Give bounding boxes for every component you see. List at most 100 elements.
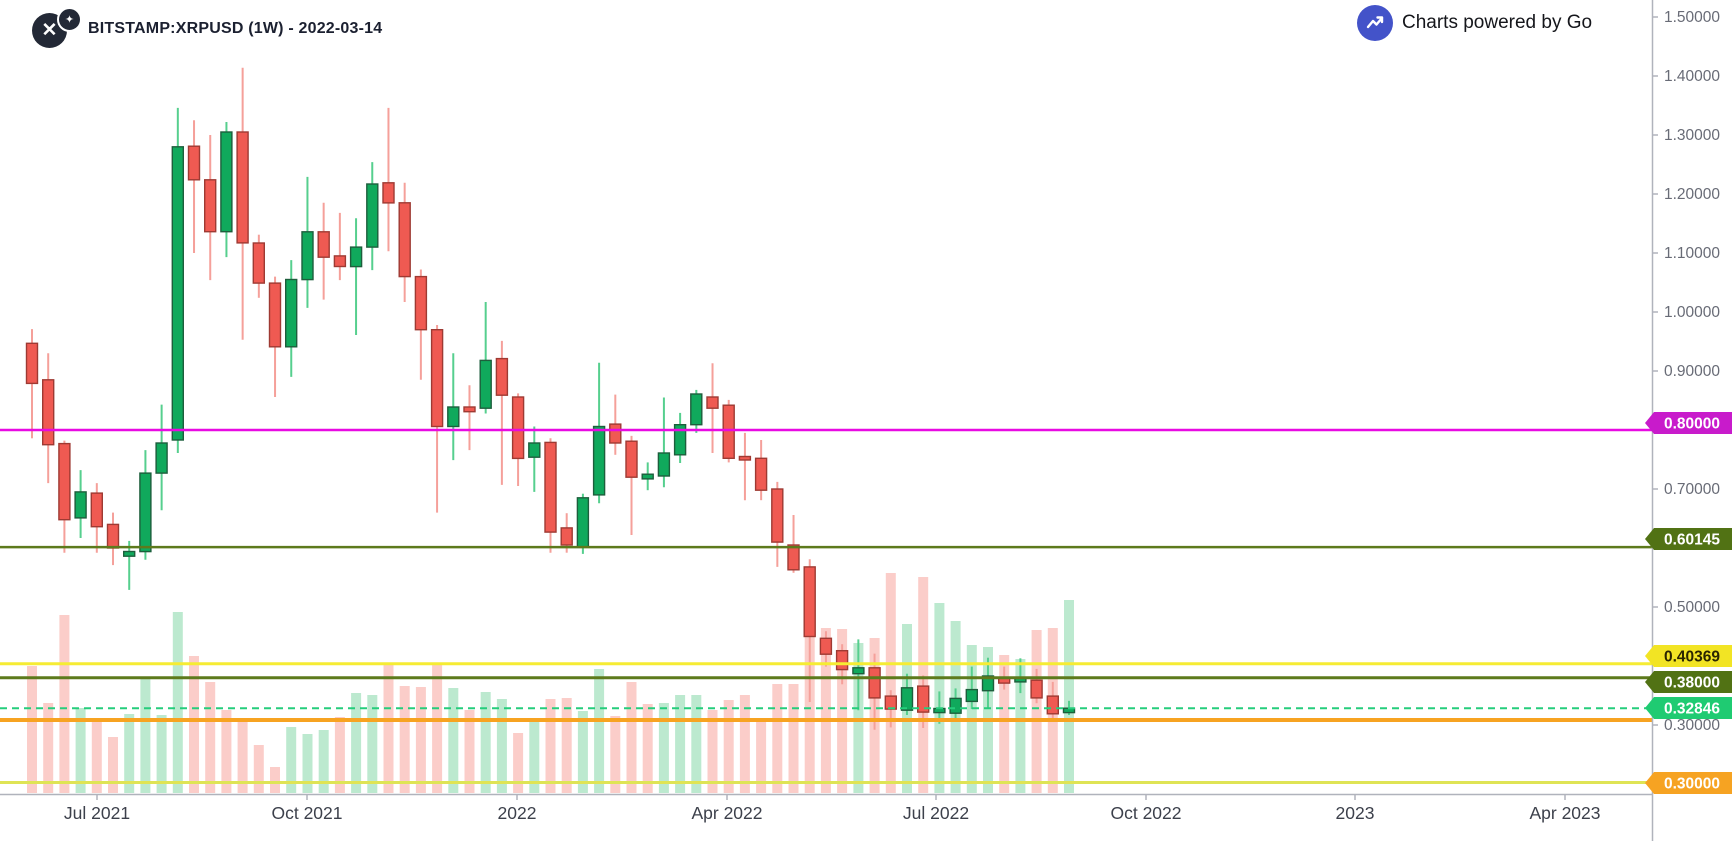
candle-body <box>625 440 638 478</box>
candle-body <box>479 359 492 409</box>
time-tick-label: Apr 2023 <box>1529 803 1600 823</box>
candle-body <box>333 255 347 268</box>
volume-bar <box>529 718 540 793</box>
volume-bar <box>837 629 848 793</box>
candle-body <box>74 491 87 519</box>
price-label-text: 0.60145 <box>1664 532 1720 549</box>
volume-bar <box>286 727 297 793</box>
candle-body <box>981 675 995 692</box>
volume-bar <box>270 767 280 793</box>
volume-bar <box>156 715 167 793</box>
volume-bar <box>626 682 637 793</box>
price-lines-layer[interactable] <box>0 428 1652 784</box>
candle-body <box>220 131 233 233</box>
price-tick-label: 1.30000 <box>1664 127 1720 144</box>
candle-body <box>139 472 152 553</box>
candle-body <box>771 488 784 543</box>
volume-bar <box>1015 659 1026 793</box>
price-labels-layer: 0.800000.601450.403690.380000.328460.300… <box>1645 412 1732 794</box>
candle-body <box>285 278 298 348</box>
candle-body <box>268 282 282 348</box>
volume-bar <box>140 678 151 793</box>
candle-body <box>592 425 606 496</box>
time-tick-label: 2023 <box>1336 803 1375 823</box>
volume-bar <box>399 686 410 793</box>
volume-bar <box>772 684 783 793</box>
candle-body <box>852 667 865 675</box>
volume-bar <box>756 718 767 793</box>
volume-bar <box>91 719 102 793</box>
candle-body <box>382 182 395 204</box>
candle-body <box>430 329 444 428</box>
price-label-text: 0.80000 <box>1664 416 1720 433</box>
candle-body <box>511 396 525 460</box>
xrp-x-icon: ✕ <box>32 13 67 48</box>
candle-body <box>949 697 962 714</box>
time-tick-label: 2022 <box>498 803 537 823</box>
volume-bar <box>205 682 216 793</box>
volume-bar <box>367 695 378 793</box>
volume-layer <box>27 573 1074 793</box>
price-tick-label: 1.40000 <box>1664 68 1720 85</box>
volume-bar <box>658 703 669 793</box>
price-tick-label: 0.70000 <box>1664 481 1720 498</box>
candle-body <box>252 242 266 284</box>
volume-bar <box>594 669 605 793</box>
volume-bar <box>739 695 750 793</box>
volume-bar <box>237 718 248 793</box>
trending-up-icon <box>1357 5 1393 41</box>
price-tick-label: 1.00000 <box>1664 304 1720 321</box>
candles-layer <box>25 67 1076 730</box>
candle-body <box>447 406 460 428</box>
volume-bar <box>707 710 718 793</box>
candle-body <box>42 379 55 446</box>
price-label-flag <box>1645 528 1732 550</box>
candle-body <box>803 566 816 638</box>
volume-bar <box>723 700 734 793</box>
candle-body <box>835 650 849 671</box>
volume-bar <box>75 708 86 793</box>
candle-body <box>25 342 39 385</box>
candle-body <box>609 423 622 444</box>
volume-bar <box>253 745 264 793</box>
time-tick-label: Apr 2022 <box>691 803 762 823</box>
candle-body <box>187 145 201 181</box>
candle-body <box>738 455 752 461</box>
volume-bar <box>804 637 815 793</box>
candle-body <box>414 275 428 331</box>
candle-body <box>349 246 363 268</box>
price-label-flag <box>1645 697 1732 719</box>
candle-body <box>657 452 671 477</box>
time-tick-label: Jul 2021 <box>64 803 130 823</box>
volume-bar <box>432 663 443 793</box>
volume-bar <box>318 730 329 793</box>
volume-bar <box>675 695 686 793</box>
price-tick-label: 0.90000 <box>1664 363 1720 380</box>
volume-bar <box>788 684 799 793</box>
candle-body <box>171 146 185 441</box>
candle-body <box>868 667 881 699</box>
star-icon: ✦ <box>57 7 82 32</box>
volume-bar <box>691 695 702 793</box>
volume-bar <box>383 665 394 793</box>
time-tick-label: Oct 2022 <box>1110 803 1181 823</box>
candle-body <box>463 406 476 413</box>
candle-body <box>576 497 590 548</box>
candle-body <box>787 544 800 571</box>
candle-body <box>1046 695 1060 715</box>
price-tick-label: 1.50000 <box>1664 9 1720 26</box>
volume-bar <box>189 656 199 793</box>
price-label-flag <box>1645 412 1732 434</box>
volume-bar <box>172 612 183 793</box>
candle-body <box>900 687 914 711</box>
candle-body <box>1030 679 1043 699</box>
volume-bar <box>334 717 345 793</box>
price-label-flag <box>1645 671 1732 693</box>
volume-bar <box>415 687 426 793</box>
price-label-text: 0.32846 <box>1664 701 1720 718</box>
attribution[interactable]: Charts powered by Go <box>1357 5 1592 41</box>
candle-body <box>673 424 687 456</box>
volume-bar <box>610 716 621 793</box>
